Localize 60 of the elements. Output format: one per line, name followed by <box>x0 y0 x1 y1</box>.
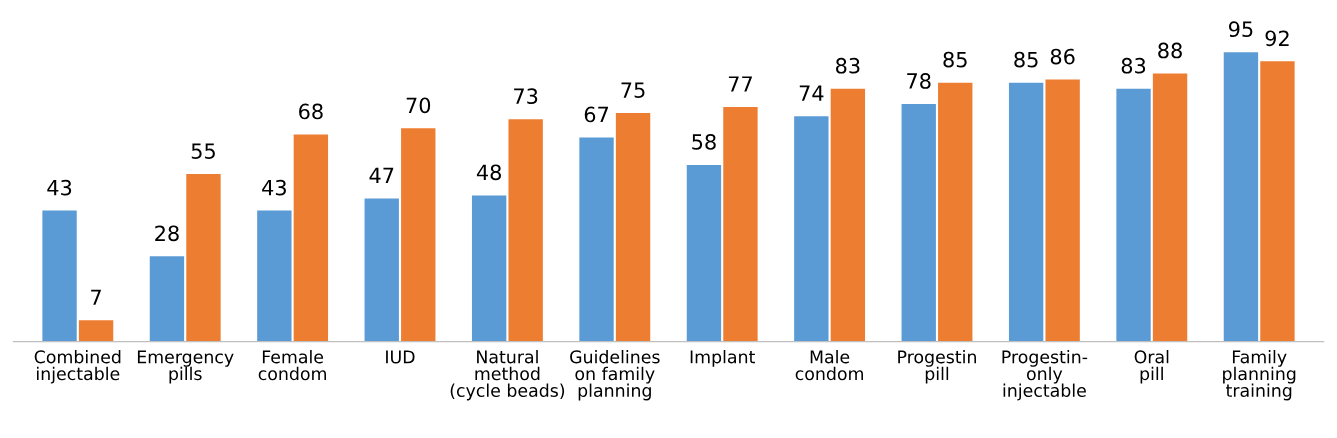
bar <box>901 103 936 342</box>
data-label: 47 <box>369 167 394 183</box>
data-label: 70 <box>406 97 431 114</box>
x-tick-label: Guidelines on family planning <box>570 349 660 401</box>
data-label: 75 <box>621 82 645 98</box>
bar <box>1260 61 1295 342</box>
bar <box>42 210 77 342</box>
data-label: 95 <box>1228 21 1253 38</box>
data-label: 73 <box>514 88 538 105</box>
data-label: 55 <box>191 143 215 159</box>
data-label: 43 <box>262 179 286 196</box>
x-tick-label: Progestin- only injectable <box>1002 349 1088 401</box>
data-label: 92 <box>1265 30 1289 47</box>
data-label: 85 <box>1014 51 1038 68</box>
bar <box>149 256 185 342</box>
x-tick-label: Family planning training <box>1223 349 1296 401</box>
bar <box>794 116 829 342</box>
data-label: 83 <box>1121 57 1146 74</box>
bar <box>1045 79 1080 342</box>
data-label: 28 <box>155 225 179 242</box>
data-label: 88 <box>1158 42 1182 59</box>
x-tick-label: Implant <box>690 349 755 367</box>
bar <box>615 113 651 342</box>
bar <box>1008 82 1044 342</box>
bar <box>293 134 329 342</box>
data-label: 74 <box>799 85 824 101</box>
bar <box>938 82 973 342</box>
x-tick-label: IUD <box>386 350 415 364</box>
data-label: 67 <box>584 106 609 123</box>
bar <box>579 137 614 342</box>
x-tick-label: Male condom <box>795 349 863 381</box>
data-label: 77 <box>728 76 752 92</box>
bar <box>257 210 292 342</box>
data-label: 68 <box>299 103 323 120</box>
data-label: 7 <box>91 289 101 305</box>
bar <box>686 164 722 342</box>
data-label: 85 <box>943 51 967 68</box>
bar <box>78 320 114 342</box>
bar <box>401 128 436 342</box>
data-label: 78 <box>907 73 931 89</box>
data-label: 86 <box>1050 48 1075 65</box>
data-label: 43 <box>47 179 72 196</box>
bar <box>186 174 221 342</box>
data-label: 48 <box>476 164 501 181</box>
bar <box>830 88 866 342</box>
bar <box>1152 73 1188 342</box>
data-label: 58 <box>692 134 716 150</box>
x-tick-label: Oral pill <box>1134 349 1169 384</box>
bar <box>508 119 543 342</box>
x-tick-label: Emergency pills <box>137 350 234 384</box>
bar <box>1223 52 1259 342</box>
bar <box>1116 88 1151 342</box>
bar <box>364 198 399 342</box>
bar <box>723 107 758 342</box>
x-tick-label: Combined injectable <box>34 349 121 384</box>
bar <box>471 195 507 342</box>
x-tick-label: Natural method (cycle beads) <box>450 349 565 401</box>
x-tick-label: Progestin pill <box>898 349 976 384</box>
x-tick-label: Female condom <box>258 349 326 381</box>
data-label: 83 <box>836 57 860 74</box>
